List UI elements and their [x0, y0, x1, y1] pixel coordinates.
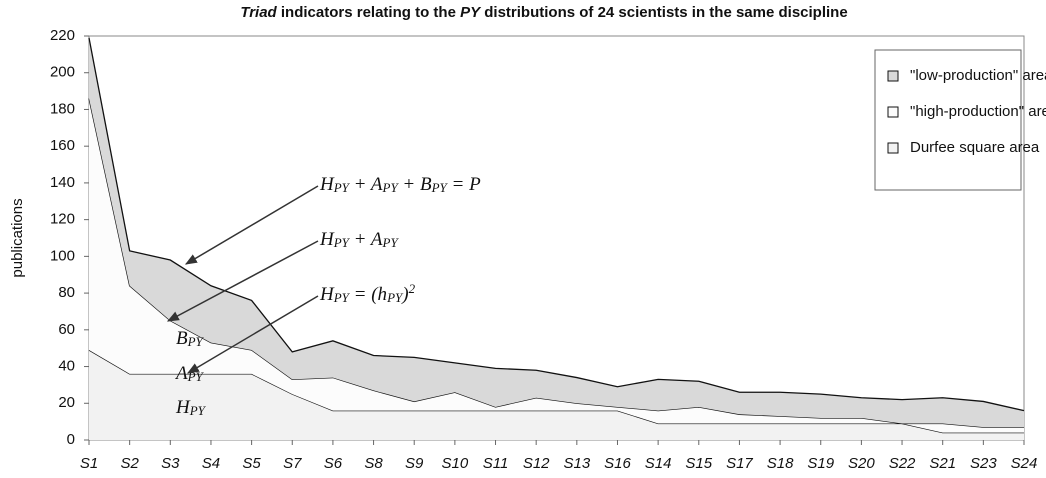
y-tick-label: 160 — [50, 137, 75, 154]
annotation-part: + A — [349, 229, 383, 250]
x-tick-label: S8 — [364, 455, 383, 472]
y-tick-label: 140 — [50, 174, 75, 191]
y-tick-label: 180 — [50, 100, 75, 117]
y-axis-label: publications — [9, 198, 26, 277]
legend-swatch — [887, 70, 899, 82]
x-tick-label: S12 — [523, 455, 550, 472]
annotation-part: PY — [431, 180, 449, 195]
y-tick-label: 120 — [50, 211, 75, 228]
arrow — [186, 295, 319, 374]
area — [89, 350, 1024, 440]
arrow — [166, 240, 319, 322]
annotation-part: PY — [333, 290, 351, 305]
y-tick-label: 20 — [58, 394, 75, 411]
legend-label: "low-production" area — [910, 67, 1046, 84]
x-tick-label: S24 — [1011, 455, 1038, 472]
annotation-part: = P — [447, 174, 481, 195]
y-tick-label: 100 — [50, 247, 75, 264]
x-tick-label: S5 — [242, 455, 261, 472]
annotation-part: H — [319, 284, 335, 305]
x-tick-label: S17 — [726, 455, 753, 472]
y-tick-label: 40 — [58, 358, 75, 375]
annotation: BPY — [176, 328, 205, 349]
annotation-part: PY — [187, 334, 205, 349]
y-tick-label: 60 — [58, 321, 75, 338]
title-part: distributions of 24 scientists in the sa… — [480, 4, 848, 21]
chart-title: Triad indicators relating to the PY dist… — [240, 4, 847, 21]
x-tick-label: S11 — [483, 455, 509, 472]
x-tick-label: S7 — [283, 455, 302, 472]
annotation-part: H — [175, 397, 191, 418]
annotation-part: + B — [398, 174, 432, 195]
x-tick-label: S22 — [889, 455, 916, 472]
x-tick-label: S4 — [202, 455, 220, 472]
legend-swatch — [887, 106, 899, 118]
legend-label: Durfee square area — [910, 139, 1040, 156]
annotation-part: H — [319, 229, 335, 250]
y-tick-label: 220 — [50, 27, 75, 44]
x-tick-label: S9 — [405, 455, 424, 472]
legend-swatch — [887, 142, 899, 154]
x-tick-label: S19 — [807, 455, 834, 472]
annotation-part: PY — [333, 180, 351, 195]
title-part: PY — [460, 4, 482, 21]
annotation-part: PY — [382, 180, 400, 195]
annotation-part: + A — [349, 174, 383, 195]
annotation-part: H — [319, 174, 335, 195]
area-edge — [88, 37, 1025, 412]
annotation: HPY + APY + BPY = P — [319, 174, 481, 195]
y-tick-label: 0 — [67, 431, 75, 448]
legend-box — [874, 49, 1022, 191]
annotation-part: PY — [189, 403, 207, 418]
x-tick-label: S21 — [929, 455, 956, 472]
x-tick-label: S18 — [767, 455, 794, 472]
x-tick-label: S23 — [970, 455, 997, 472]
annotation-part: B — [176, 328, 188, 349]
annotation: HPY — [175, 397, 207, 418]
legend-label: "high-production" area — [910, 103, 1046, 120]
x-tick-label: S16 — [604, 455, 631, 472]
title-part: Triad — [240, 4, 277, 21]
annotation-part: = (h — [349, 284, 387, 305]
annotation-part: A — [174, 363, 188, 384]
annotation-part: PY — [333, 235, 351, 250]
y-tick-label: 80 — [58, 284, 75, 301]
x-tick-label: S13 — [563, 455, 590, 472]
x-tick-label: S2 — [120, 455, 139, 472]
annotation: HPY + APY — [319, 229, 399, 250]
x-tick-label: S10 — [442, 455, 469, 472]
x-tick-label: S3 — [161, 455, 180, 472]
arrow — [184, 185, 319, 265]
annotation-part: 2 — [409, 281, 416, 296]
x-tick-label: S15 — [685, 455, 712, 472]
annotation-part: ) — [401, 284, 408, 305]
x-tick-label: S20 — [848, 455, 875, 472]
x-tick-label: S6 — [324, 455, 343, 472]
title-part: indicators relating to the — [277, 4, 460, 21]
x-tick-label: S1 — [80, 455, 98, 472]
x-tick-label: S14 — [645, 455, 672, 472]
annotation: HPY = (hPY)2 — [319, 281, 416, 305]
y-tick-label: 200 — [50, 64, 75, 81]
annotation-part: PY — [382, 235, 400, 250]
annotation-part: PY — [386, 290, 404, 305]
